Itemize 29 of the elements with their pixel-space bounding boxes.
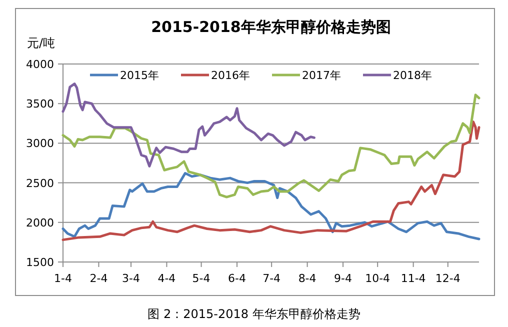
y-tick-label: 3000 (26, 137, 54, 150)
x-tick-label: 5-4 (192, 272, 210, 285)
y-axis-title: 元/吨 (27, 36, 56, 50)
legend-label: 2015年 (120, 69, 159, 82)
y-tick-label: 2500 (26, 176, 54, 190)
x-tick-label: 4-4 (158, 272, 176, 285)
y-tick-label: 4000 (26, 58, 54, 71)
line-series (62, 94, 480, 198)
caption: 图 2：2015-2018 年华东甲醇价格走势 (148, 307, 360, 321)
y-tick-label: 1500 (26, 256, 54, 269)
x-tick-label: 2-4 (90, 272, 108, 285)
y-tick-label: 2000 (26, 216, 54, 230)
legend-label: 2016年 (211, 69, 250, 82)
line-series (62, 172, 480, 240)
chart-title: 2015-2018年华东甲醇价格走势图 (151, 18, 391, 36)
line-series (62, 120, 480, 242)
x-tick-label: 7-4 (262, 272, 281, 285)
x-tick-label: 10-4 (365, 272, 390, 285)
x-tick-label: 11-4 (400, 272, 426, 285)
x-tick-label: 6-4 (228, 272, 246, 285)
y-tick-label: 3500 (26, 98, 54, 111)
x-tick-label: 12-4 (435, 272, 460, 285)
x-tick-label: 9-4 (334, 272, 352, 285)
x-tick-label: 1-4 (54, 272, 72, 285)
legend-label: 2017年 (302, 69, 341, 82)
line-series (62, 82, 316, 168)
legend-label: 2018年 (393, 69, 432, 82)
x-tick-label: 3-4 (122, 272, 140, 285)
x-tick-label: 8-4 (298, 272, 316, 285)
